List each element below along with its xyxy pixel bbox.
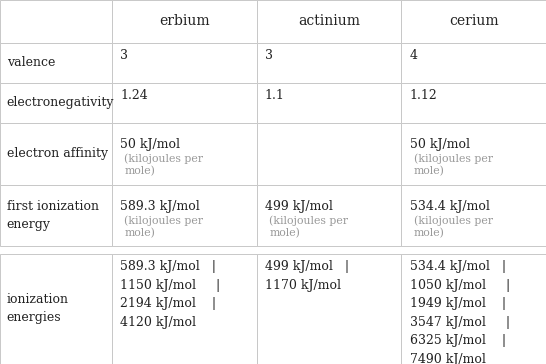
Bar — [257, 123, 401, 185]
Text: 499 kJ/mol: 499 kJ/mol — [265, 200, 333, 213]
Bar — [401, 43, 546, 83]
Text: (kilojoules per
mole): (kilojoules per mole) — [124, 215, 204, 238]
Bar — [257, 185, 401, 246]
Text: 589.3 kJ/mol   |
1150 kJ/mol     |
2194 kJ/mol    |
4120 kJ/mol: 589.3 kJ/mol | 1150 kJ/mol | 2194 kJ/mol… — [120, 260, 221, 329]
Bar — [112, 83, 257, 123]
Text: erbium: erbium — [159, 14, 210, 28]
Text: valence: valence — [7, 56, 55, 69]
Text: 534.4 kJ/mol   |
1050 kJ/mol     |
1949 kJ/mol    |
3547 kJ/mol     |
6325 kJ/mo: 534.4 kJ/mol | 1050 kJ/mol | 1949 kJ/mol… — [410, 260, 510, 364]
Bar — [257, 43, 401, 83]
Bar — [0, 43, 112, 83]
Text: 4: 4 — [410, 49, 418, 62]
Text: 499 kJ/mol   |
1170 kJ/mol: 499 kJ/mol | 1170 kJ/mol — [265, 260, 349, 292]
Bar — [0, 0, 112, 43]
Bar — [112, 185, 257, 246]
Bar — [112, 123, 257, 185]
Text: electron affinity: electron affinity — [7, 147, 108, 160]
Bar — [0, 254, 112, 364]
Text: (kilojoules per
mole): (kilojoules per mole) — [269, 215, 348, 238]
Bar — [257, 0, 401, 43]
Text: (kilojoules per
mole): (kilojoules per mole) — [414, 215, 493, 238]
Bar — [112, 43, 257, 83]
Text: 3: 3 — [120, 49, 128, 62]
Text: ionization
energies: ionization energies — [7, 293, 69, 324]
Text: 589.3 kJ/mol: 589.3 kJ/mol — [120, 200, 200, 213]
Text: (kilojoules per
mole): (kilojoules per mole) — [124, 153, 204, 176]
Bar — [0, 123, 112, 185]
Bar — [401, 123, 546, 185]
Bar — [401, 0, 546, 43]
Bar — [257, 254, 401, 364]
Text: first ionization
energy: first ionization energy — [7, 200, 98, 231]
Bar — [112, 0, 257, 43]
Text: actinium: actinium — [298, 14, 360, 28]
Bar — [112, 254, 257, 364]
Text: (kilojoules per
mole): (kilojoules per mole) — [414, 153, 493, 176]
Bar — [401, 185, 546, 246]
Text: 50 kJ/mol: 50 kJ/mol — [410, 138, 470, 151]
Bar — [257, 83, 401, 123]
Text: cerium: cerium — [449, 14, 498, 28]
Text: 3: 3 — [265, 49, 273, 62]
Text: 1.24: 1.24 — [120, 89, 148, 102]
Text: 1.12: 1.12 — [410, 89, 437, 102]
Text: 534.4 kJ/mol: 534.4 kJ/mol — [410, 200, 489, 213]
Bar — [401, 254, 546, 364]
Bar — [401, 83, 546, 123]
Text: electronegativity: electronegativity — [7, 96, 114, 109]
Bar — [0, 185, 112, 246]
Bar — [0, 83, 112, 123]
Text: 1.1: 1.1 — [265, 89, 284, 102]
Text: 50 kJ/mol: 50 kJ/mol — [120, 138, 180, 151]
